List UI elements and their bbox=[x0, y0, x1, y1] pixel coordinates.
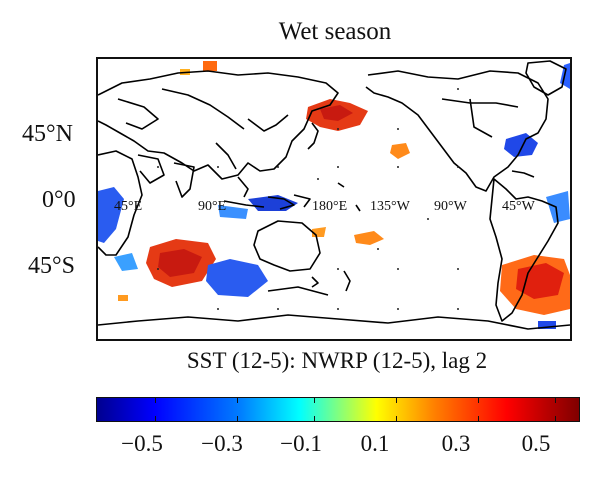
colorbar-label-neg03: −0.3 bbox=[201, 431, 243, 456]
coastlines bbox=[98, 60, 570, 330]
figure-title: Wet season bbox=[278, 18, 392, 45]
lat-label-0: 0°0 bbox=[42, 187, 76, 213]
lon-label-180e: 180°E bbox=[312, 199, 348, 214]
lat-label-45s: 45°S bbox=[28, 253, 75, 279]
figure-subtitle: SST (12-5): NWRP (12-5), lag 2 bbox=[186, 348, 488, 373]
correlation-map: 45°E 90°E 180°E 135°W 90°W 45°W bbox=[96, 57, 572, 341]
colorbar-label-neg05: −0.5 bbox=[121, 431, 163, 456]
lon-label-90e: 90°E bbox=[198, 199, 227, 214]
colorbar bbox=[96, 397, 580, 422]
lon-label-45e: 45°E bbox=[114, 199, 143, 214]
colorbar-label-neg01: −0.1 bbox=[280, 431, 322, 456]
colorbar-label-03: 0.3 bbox=[441, 431, 471, 456]
grid-points bbox=[157, 88, 459, 310]
map-canvas bbox=[98, 60, 570, 330]
lon-label-90w: 90°W bbox=[434, 199, 467, 214]
lon-label-45w: 45°W bbox=[502, 199, 535, 214]
anomaly-patches bbox=[98, 61, 570, 329]
lon-label-135w: 135°W bbox=[370, 199, 410, 214]
colorbar-label-01: 0.1 bbox=[360, 431, 390, 456]
colorbar-label-05: 0.5 bbox=[521, 431, 551, 456]
lat-label-45n: 45°N bbox=[22, 121, 73, 147]
